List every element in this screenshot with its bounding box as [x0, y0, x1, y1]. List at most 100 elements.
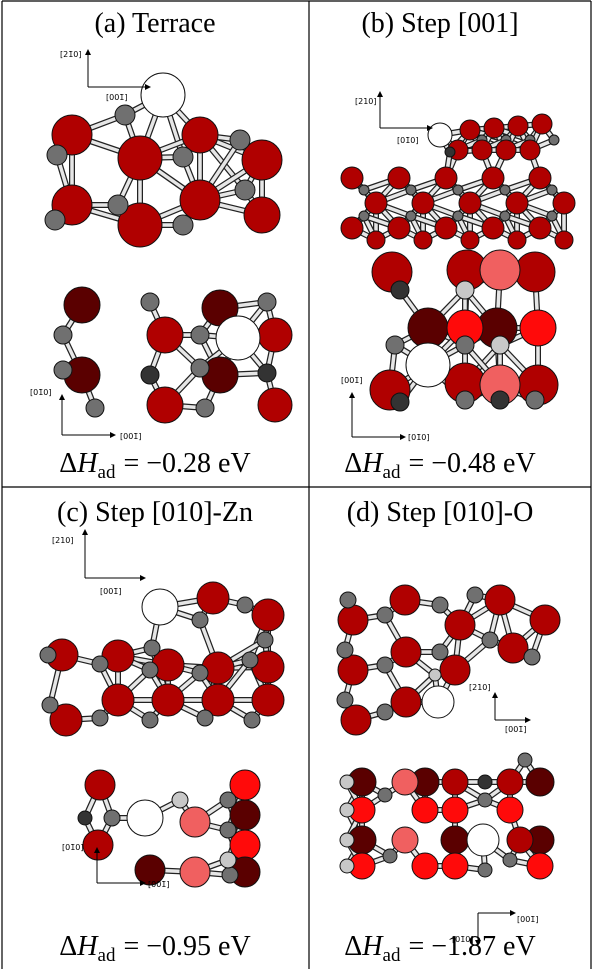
atom [140, 292, 160, 312]
atom [44, 209, 66, 231]
atom [546, 184, 558, 196]
atom [256, 631, 274, 649]
atom [481, 166, 505, 190]
atom [219, 791, 237, 809]
energy-value: = −1.87 eV [408, 931, 535, 962]
atom [481, 216, 505, 240]
atom [505, 191, 529, 215]
energy-label: ΔHad = −1.87 eV [344, 931, 535, 966]
atom [497, 632, 529, 664]
atom [455, 335, 475, 355]
atom [143, 639, 161, 657]
atom [428, 668, 442, 682]
panel-title: (b) Step [001] [361, 8, 518, 39]
atom [421, 685, 455, 719]
energy-label: ΔHad = −0.48 eV [344, 448, 535, 483]
atom [376, 656, 394, 674]
atom [548, 134, 560, 146]
energy-value: = −0.48 eV [408, 448, 535, 479]
atom [495, 139, 517, 161]
atom [84, 769, 116, 801]
atom [444, 609, 476, 641]
atom [364, 191, 388, 215]
atom [528, 166, 552, 190]
molecule [336, 584, 561, 736]
atom [63, 286, 101, 324]
energy-symbol: Δ [344, 931, 362, 962]
atom [53, 325, 73, 345]
atom [552, 191, 576, 215]
atom [241, 651, 259, 669]
atom [243, 711, 261, 729]
atom [126, 799, 164, 837]
atom [458, 191, 482, 215]
atom [477, 862, 493, 878]
axis-label: [001̄] [517, 915, 539, 924]
atom [191, 664, 209, 682]
axis-label: [210] [469, 683, 491, 692]
atom [103, 809, 121, 827]
atom [390, 392, 410, 412]
panel-title: (d) Step [010]-O [347, 497, 534, 528]
atom [525, 390, 545, 410]
atom [234, 179, 256, 201]
atom [441, 852, 469, 880]
atom [439, 654, 471, 686]
atom [514, 251, 556, 293]
atom [91, 709, 109, 727]
atom [382, 848, 398, 864]
atom [181, 116, 219, 154]
atom [251, 598, 285, 632]
atom [554, 230, 574, 250]
atom [179, 806, 211, 838]
atom [117, 135, 163, 181]
atom [339, 802, 355, 818]
atom [405, 184, 417, 196]
atom [339, 832, 355, 848]
axis-label: [210] [355, 97, 377, 106]
atom [407, 307, 449, 349]
atom [525, 767, 555, 797]
atom [427, 122, 453, 148]
atom [455, 280, 475, 300]
atom [340, 166, 364, 190]
atom [151, 683, 185, 717]
atom [141, 711, 159, 729]
atom [389, 584, 421, 616]
energy-label: ΔHad = −0.28 eV [59, 448, 250, 483]
atom [441, 768, 469, 796]
atom [140, 72, 186, 118]
atom [196, 709, 214, 727]
atom [257, 387, 293, 423]
atom [405, 342, 451, 388]
energy-subscript: ad [383, 462, 401, 483]
atom [483, 117, 505, 139]
atom [336, 691, 354, 709]
energy-symbol: Δ [59, 931, 77, 962]
atom [340, 704, 372, 736]
atom [466, 586, 484, 604]
axis-label: [001̄] [148, 880, 170, 889]
axis-label: [01̄0] [397, 136, 419, 145]
atom [496, 796, 524, 824]
atom [257, 292, 277, 312]
atom [390, 686, 422, 718]
energy-subscript: ad [383, 945, 401, 966]
atom [519, 139, 541, 161]
axis-label: [01̄0] [62, 843, 84, 852]
structures [39, 72, 576, 888]
energy-subscript: ad [98, 462, 116, 483]
axis-label: [01̄0] [408, 433, 430, 442]
atom [490, 390, 510, 410]
axis-label: [01̄0] [30, 388, 52, 397]
atom [39, 646, 57, 664]
labels: (a) Terrace[21̄0][001̄][01̄0][001̄]ΔHad =… [30, 8, 539, 966]
atom [484, 584, 516, 616]
atom [466, 823, 500, 857]
atom [387, 216, 411, 240]
atom [477, 792, 493, 808]
atom [257, 317, 293, 353]
atom [479, 249, 521, 291]
